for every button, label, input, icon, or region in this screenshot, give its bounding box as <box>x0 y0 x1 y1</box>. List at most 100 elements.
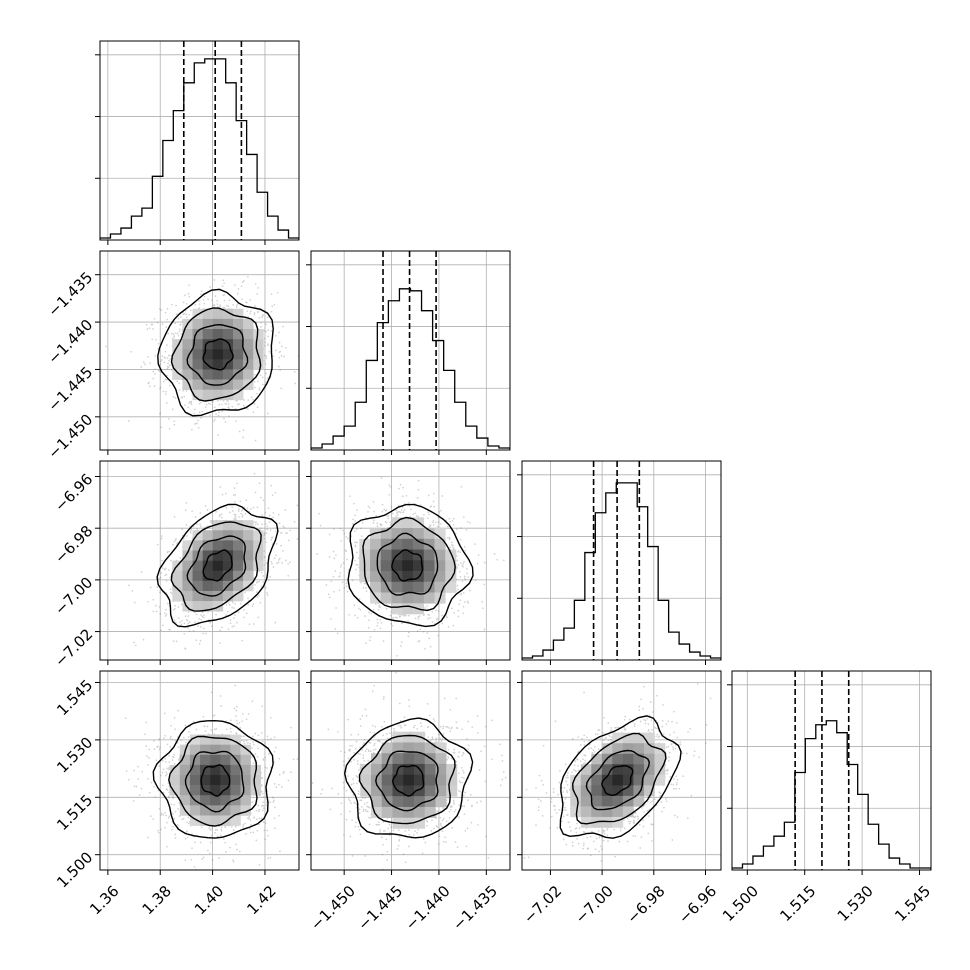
density-cell <box>370 796 383 808</box>
density-cell <box>413 581 425 593</box>
density-cell <box>233 359 244 370</box>
density-cell <box>233 560 244 572</box>
density-cell <box>192 328 203 340</box>
density-cell <box>622 774 634 786</box>
density-cell <box>240 775 251 786</box>
density-cell <box>202 308 214 320</box>
density-cell <box>643 774 655 786</box>
density-cell <box>253 560 264 572</box>
contour-2 <box>571 732 667 825</box>
contour-2 <box>170 521 262 612</box>
density-cell <box>212 540 224 551</box>
density-cell <box>591 806 603 818</box>
panel-content <box>522 461 721 660</box>
xtick-label-0-0: 1.36 <box>86 882 122 918</box>
density-cell <box>243 550 254 561</box>
panel-frame <box>99 40 300 241</box>
xtick-label-2-3: −6.96 <box>675 882 720 927</box>
density-cell <box>243 560 254 572</box>
density-cell <box>403 774 415 786</box>
density-cell <box>240 795 251 806</box>
density-cell <box>612 774 624 786</box>
density-cell <box>192 389 203 401</box>
contour-0 <box>601 764 634 797</box>
ytick-label-2-0: −6.96 <box>51 470 96 515</box>
density-cell <box>591 764 603 776</box>
density-cell <box>424 806 436 818</box>
density-cell <box>413 560 425 572</box>
density-cell <box>222 570 234 582</box>
density-cell <box>212 359 224 370</box>
density-cell <box>202 530 214 541</box>
density-cell <box>200 795 211 806</box>
density-cell <box>612 785 624 797</box>
contour-3 <box>156 503 279 628</box>
density-cell <box>424 774 436 786</box>
panel-3-3: 1.500 1.515 1.530 1.545 <box>719 670 934 925</box>
density-cell <box>612 795 624 807</box>
density-cell <box>182 580 193 592</box>
density-cell <box>446 774 458 786</box>
density-cell <box>612 764 624 776</box>
density-cell <box>392 753 404 765</box>
ytick-label-1-0: −1.435 <box>44 268 96 320</box>
density-cell <box>413 528 425 540</box>
density-cell <box>643 764 655 776</box>
density-cell <box>643 785 655 797</box>
panel-frame <box>521 460 722 661</box>
density-cell <box>230 775 241 786</box>
panel-frame <box>99 250 300 451</box>
density-cell <box>424 785 436 797</box>
density-cell <box>212 520 224 531</box>
density-cell <box>423 549 435 561</box>
density-cell <box>202 349 214 360</box>
density-cell <box>381 806 393 818</box>
density-cell <box>243 369 254 380</box>
density-cell <box>202 318 214 330</box>
density-cell <box>380 549 392 561</box>
density-cell <box>381 742 393 754</box>
density-cell <box>222 520 234 531</box>
density-cell <box>253 339 264 350</box>
density-cell <box>622 732 634 744</box>
density-cell <box>622 806 634 818</box>
density-cell <box>220 805 231 816</box>
density-cell <box>413 806 426 818</box>
histogram-2 <box>522 482 721 660</box>
density-cell <box>380 581 392 593</box>
density-cell <box>212 328 224 340</box>
contour-0 <box>200 764 231 797</box>
density-cell <box>633 795 645 807</box>
density-cell <box>189 815 201 826</box>
density-cell <box>220 744 231 756</box>
density-cell <box>403 806 415 818</box>
density-cell <box>643 743 655 755</box>
ytick-label-3-3: 1.500 <box>53 848 96 891</box>
density-cell <box>243 520 254 531</box>
density-cell <box>179 795 191 806</box>
density-cell <box>580 774 592 786</box>
density-cell <box>391 571 403 583</box>
density-cell <box>210 775 221 786</box>
density-cell <box>633 753 645 765</box>
panel-frame <box>310 670 511 871</box>
ytick-label-3-2: 1.515 <box>53 791 96 834</box>
contour-3 <box>157 288 274 417</box>
density-cell <box>381 763 393 775</box>
panel-1-0: −1.435−1.440−1.445−1.450 <box>44 250 300 462</box>
density-cell <box>633 774 645 786</box>
density-cell <box>189 734 201 745</box>
panel-content <box>311 251 510 450</box>
density-cell <box>233 339 244 350</box>
contour-1 <box>186 535 247 597</box>
density-cell <box>202 560 214 572</box>
density-cell <box>622 753 634 765</box>
density-cell <box>210 815 221 826</box>
density-cell <box>434 571 446 583</box>
xtick-label-3-2: 1.530 <box>834 882 877 925</box>
panel-content <box>100 41 299 240</box>
density-cell <box>370 806 383 818</box>
density-cell <box>192 560 203 572</box>
density-cell <box>202 540 214 551</box>
